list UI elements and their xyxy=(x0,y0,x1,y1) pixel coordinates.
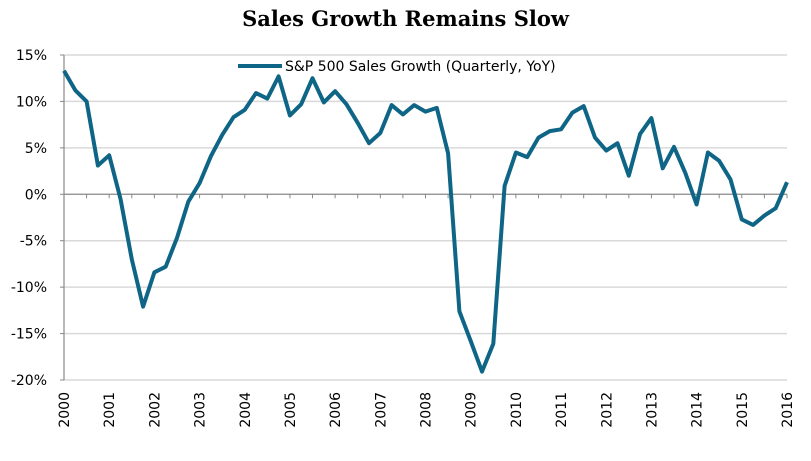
y-tick-label: 15% xyxy=(16,48,47,64)
x-tick-label: 2005 xyxy=(283,392,299,428)
x-tick-label: 2015 xyxy=(735,392,751,428)
x-tick-label: 2008 xyxy=(419,392,435,428)
axes xyxy=(60,54,788,381)
x-tick-label: 2010 xyxy=(509,392,525,428)
y-tick-label: 10% xyxy=(16,94,47,110)
x-tick-label: 2001 xyxy=(102,392,118,428)
x-tick-label: 2007 xyxy=(373,392,389,428)
x-tick-label: 2014 xyxy=(690,392,706,428)
y-tick-label: -5% xyxy=(20,234,47,250)
y-axis-tick-labels: 15% 10% 5% 0% -5% -10% -15% -20% xyxy=(11,48,47,389)
x-axis-tick-labels: 2000 2001 2002 2003 2004 2005 2006 2007 2008 2009… xyxy=(57,392,796,428)
y-tick-label: -10% xyxy=(11,280,47,296)
x-tick-label: 2006 xyxy=(328,392,344,428)
x-tick-label: 2016 xyxy=(780,392,796,428)
y-tick-label: -20% xyxy=(11,373,47,389)
x-tick-label: 2013 xyxy=(644,392,660,428)
y-tick-label: 5% xyxy=(25,141,47,157)
gridlines xyxy=(64,54,787,381)
x-tick-label: 2009 xyxy=(464,392,480,428)
x-tick-label: 2003 xyxy=(193,392,209,428)
series-line-sales-growth xyxy=(62,69,789,374)
y-tick-label: 0% xyxy=(25,187,47,203)
legend-label: S&P 500 Sales Growth (Quarterly, YoY) xyxy=(285,59,556,75)
x-tick-label: 2002 xyxy=(147,392,163,428)
x-tick-label: 2011 xyxy=(554,392,570,428)
y-tick-label: -15% xyxy=(11,327,47,343)
series-lines xyxy=(62,69,789,374)
x-tick-label: 2012 xyxy=(599,392,615,428)
x-tick-label: 2004 xyxy=(238,392,254,428)
x-tick-label: 2000 xyxy=(57,392,73,428)
chart-title: Sales Growth Remains Slow xyxy=(242,6,569,31)
legend: S&P 500 Sales Growth (Quarterly, YoY) xyxy=(238,59,556,75)
